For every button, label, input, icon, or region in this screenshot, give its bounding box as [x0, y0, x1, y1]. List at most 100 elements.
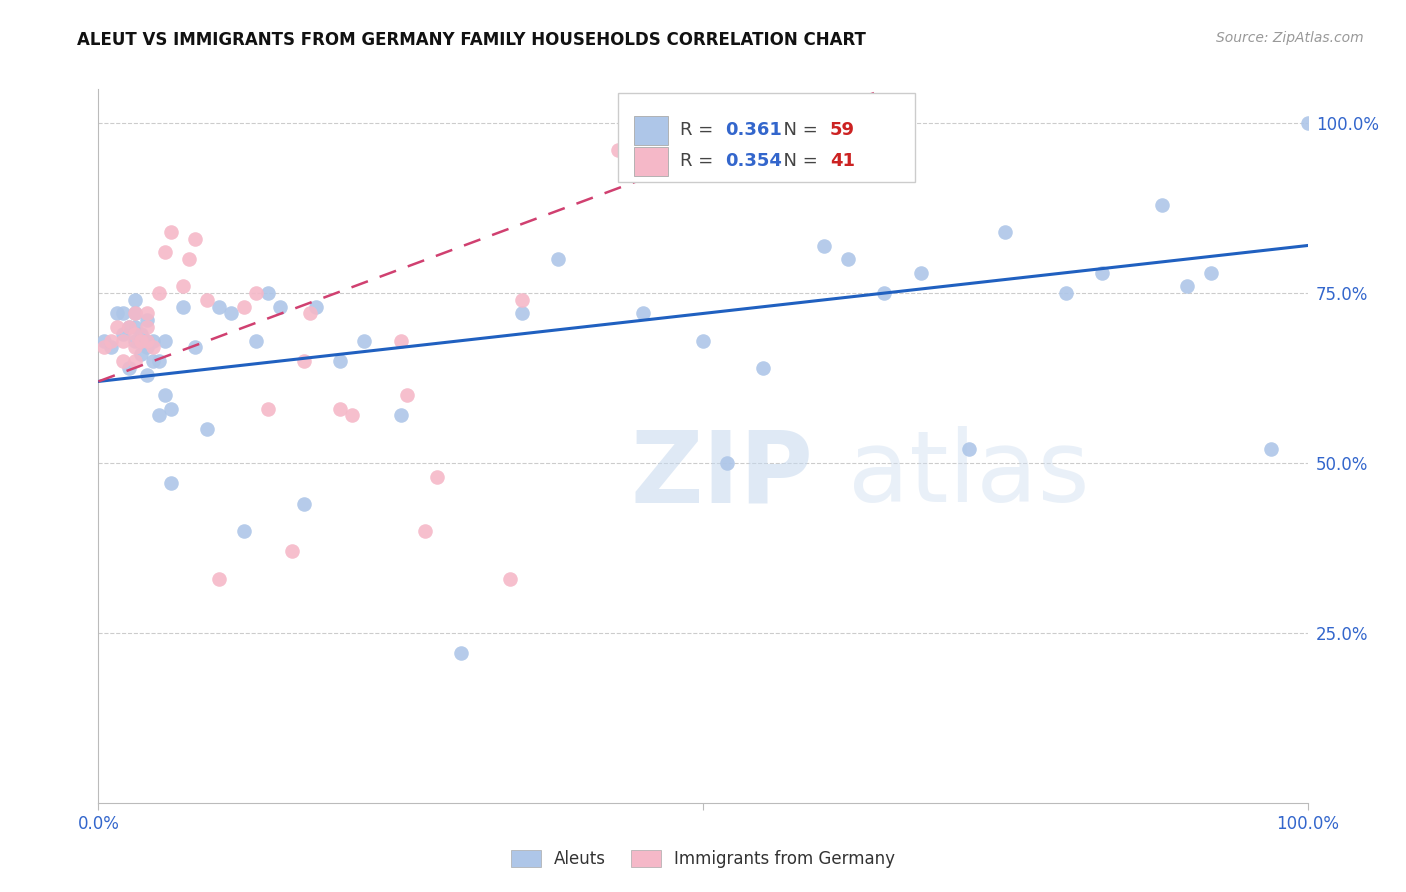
Point: [752, 136, 775, 151]
Point: [389, 409, 412, 423]
Point: [148, 286, 170, 301]
Point: [148, 409, 170, 423]
Point: [124, 320, 146, 334]
Point: [124, 334, 146, 348]
Point: [195, 422, 218, 436]
Legend: Aleuts, Immigrants from Germany: Aleuts, Immigrants from Germany: [503, 843, 903, 875]
Point: [413, 524, 436, 538]
Point: [910, 266, 932, 280]
Point: [93, 334, 115, 348]
Text: R =: R =: [681, 152, 718, 169]
Point: [232, 300, 254, 314]
Point: [142, 354, 165, 368]
Point: [1175, 279, 1198, 293]
Point: [957, 442, 980, 457]
Point: [837, 252, 859, 266]
Point: [124, 354, 146, 368]
Point: [873, 286, 896, 301]
Point: [353, 334, 375, 348]
Point: [1054, 286, 1077, 301]
Point: [208, 300, 231, 314]
Point: [135, 334, 157, 348]
Point: [631, 306, 654, 320]
Point: [135, 313, 157, 327]
Point: [305, 300, 328, 314]
Text: ALEUT VS IMMIGRANTS FROM GERMANY FAMILY HOUSEHOLDS CORRELATION CHART: ALEUT VS IMMIGRANTS FROM GERMANY FAMILY …: [77, 31, 866, 49]
Point: [111, 326, 134, 341]
Point: [329, 401, 352, 416]
Point: [179, 252, 201, 266]
Point: [142, 334, 165, 348]
Text: 41: 41: [830, 152, 855, 169]
Point: [184, 232, 207, 246]
Point: [994, 225, 1017, 239]
Point: [184, 341, 207, 355]
Point: [118, 320, 141, 334]
Point: [510, 306, 533, 320]
Point: [135, 368, 157, 382]
Point: [510, 293, 533, 307]
Text: ZIP: ZIP: [630, 426, 813, 523]
Point: [118, 360, 141, 375]
Point: [776, 136, 799, 151]
Text: R =: R =: [681, 121, 718, 139]
Point: [129, 347, 152, 361]
Text: 0.354: 0.354: [724, 152, 782, 169]
Point: [450, 646, 472, 660]
Point: [111, 334, 134, 348]
Text: 0.361: 0.361: [724, 121, 782, 139]
Point: [105, 306, 128, 320]
Point: [135, 306, 157, 320]
Point: [135, 341, 157, 355]
Point: [160, 476, 183, 491]
Point: [118, 320, 141, 334]
Point: [100, 341, 122, 355]
Point: [498, 572, 520, 586]
Point: [111, 306, 134, 320]
FancyBboxPatch shape: [619, 93, 915, 182]
Text: Source: ZipAtlas.com: Source: ZipAtlas.com: [1216, 31, 1364, 45]
Point: [148, 354, 170, 368]
Point: [813, 144, 835, 158]
Bar: [634, 147, 668, 176]
Point: [208, 572, 231, 586]
Point: [547, 252, 569, 266]
Point: [135, 334, 157, 348]
Point: [292, 354, 315, 368]
Point: [329, 354, 352, 368]
Point: [160, 401, 183, 416]
Point: [292, 497, 315, 511]
Point: [245, 286, 267, 301]
Point: [142, 341, 165, 355]
Point: [124, 293, 146, 307]
Point: [153, 245, 176, 260]
Point: [395, 388, 418, 402]
Point: [607, 144, 630, 158]
Bar: [634, 116, 668, 145]
Point: [281, 544, 304, 558]
Point: [105, 320, 128, 334]
Point: [342, 409, 364, 423]
Point: [1091, 266, 1114, 280]
Point: [692, 334, 714, 348]
Point: [1199, 266, 1222, 280]
Point: [172, 279, 194, 293]
Point: [124, 326, 146, 341]
Point: [256, 401, 278, 416]
Point: [172, 300, 194, 314]
Point: [1260, 442, 1282, 457]
Point: [299, 306, 322, 320]
Point: [195, 293, 218, 307]
Point: [221, 306, 243, 320]
Point: [813, 238, 835, 252]
Point: [752, 360, 775, 375]
Point: [111, 354, 134, 368]
Point: [124, 306, 146, 320]
Point: [256, 286, 278, 301]
Text: 59: 59: [830, 121, 855, 139]
Point: [426, 469, 449, 483]
Point: [1152, 198, 1174, 212]
Point: [129, 334, 152, 348]
Point: [245, 334, 267, 348]
Text: atlas: atlas: [848, 426, 1090, 523]
